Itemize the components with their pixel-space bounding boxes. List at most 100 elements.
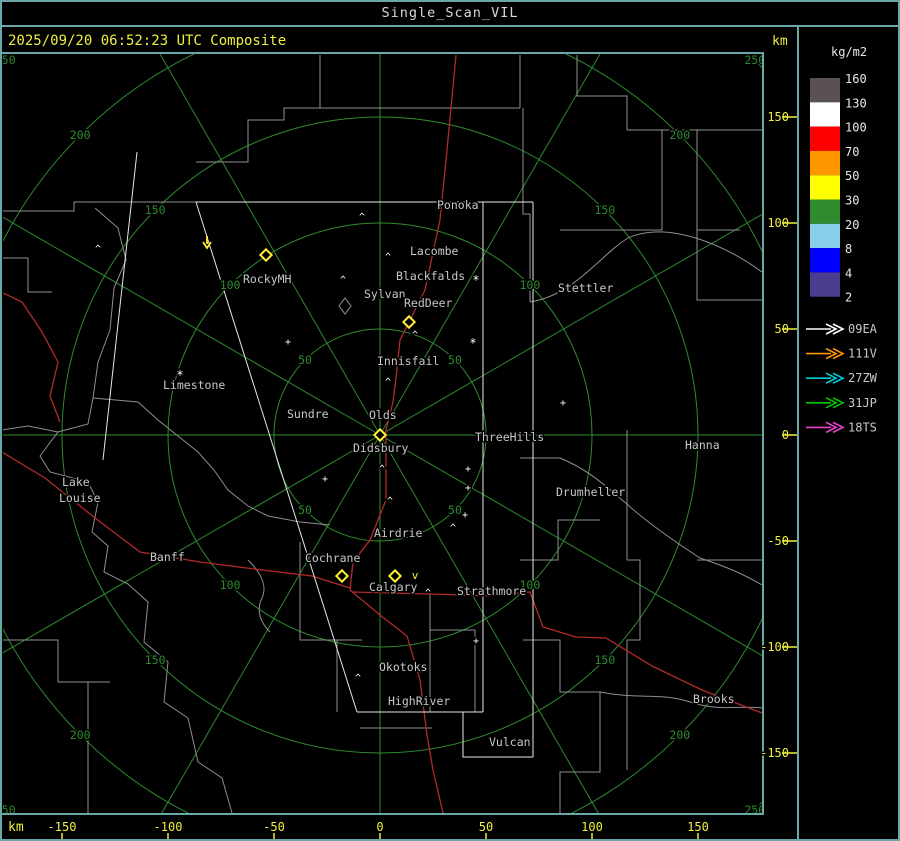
legend-color-box — [810, 150, 840, 176]
city-label: Lacombe — [410, 244, 459, 258]
scan-area-outline — [195, 201, 358, 713]
city-label: Airdrie — [374, 526, 423, 540]
county-boundary — [520, 519, 600, 561]
bottom-axis-label: 100 — [581, 820, 603, 834]
county-boundary — [92, 397, 331, 526]
town-marker-caret: ^ — [425, 588, 431, 599]
town-marker-caret: ^ — [95, 244, 101, 255]
county-boundary — [196, 107, 520, 163]
highway-line — [3, 292, 61, 423]
city-label: Strathmore — [457, 584, 526, 598]
radial-line — [3, 434, 381, 654]
radial-line — [159, 54, 381, 436]
county-boundary — [529, 231, 762, 303]
range-ring-label: 250 — [744, 53, 765, 67]
city-label: Limestone — [163, 378, 225, 392]
city-label: RedDeer — [404, 296, 453, 310]
legend-threshold-label: 130 — [845, 96, 867, 110]
town-marker-plus: + — [465, 464, 471, 475]
range-ring-label: 150 — [594, 203, 615, 217]
legend-color-box — [810, 199, 840, 224]
range-ring-label: 100 — [220, 278, 241, 292]
range-ring-label: 200 — [70, 728, 91, 742]
city-label: Hanna — [685, 438, 720, 452]
range-ring — [61, 116, 699, 754]
city-label: Sylvan — [364, 287, 406, 301]
county-boundary — [3, 201, 196, 212]
highway-line — [349, 54, 457, 591]
county-boundary — [576, 55, 628, 130]
right-axis-label: 150 — [767, 110, 789, 124]
city-label: Vulcan — [489, 735, 531, 749]
radial-line — [379, 213, 762, 436]
town-marker-caret: ^ — [340, 275, 346, 286]
range-ring-label: 200 — [669, 128, 690, 142]
track-label: 18TS — [848, 420, 877, 434]
county-boundary — [696, 230, 762, 301]
track-legend-row: 31JP — [806, 394, 878, 411]
city-label: Brooks — [693, 692, 735, 706]
town-marker-plus: + — [560, 398, 566, 409]
range-ring-label: 50 — [448, 353, 462, 367]
legend-threshold-label: 160 — [845, 72, 867, 86]
right-axis-label: -100 — [760, 640, 789, 654]
legend-color-box — [810, 102, 840, 127]
county-boundary — [599, 691, 762, 709]
town-marker-caret: ^ — [412, 330, 418, 341]
bottom-axis-label: -50 — [263, 820, 285, 834]
site-marker-diamond — [334, 568, 350, 584]
bottom-axis-label: 0 — [376, 820, 383, 834]
site-marker-diamond — [387, 568, 403, 584]
highway-line — [3, 451, 351, 589]
county-boundary — [338, 297, 352, 315]
range-ring — [273, 328, 487, 542]
range-ring-label: 150 — [594, 653, 615, 667]
range-ring-label: 200 — [70, 128, 91, 142]
range-ring-label: 200 — [669, 728, 690, 742]
city-label: Innisfail — [377, 354, 439, 368]
city-label: Calgary — [369, 580, 418, 594]
site-marker-diamond — [258, 247, 274, 263]
town-marker-caret: ^ — [385, 252, 391, 263]
site-marker-diamond — [372, 427, 388, 443]
radial-line — [379, 54, 601, 436]
right-axis-label: 100 — [767, 216, 789, 230]
range-ring-label: 50 — [298, 503, 312, 517]
track-arrow-head — [825, 421, 845, 434]
highway-line — [351, 591, 762, 714]
site-marker-diamond — [401, 314, 417, 330]
town-marker-caret: ^ — [379, 464, 385, 475]
track-label: 27ZW — [848, 371, 878, 385]
legend-threshold-label: 2 — [845, 291, 852, 305]
city-label: Blackfalds — [396, 269, 465, 283]
bottom-axis-unit-label: km — [8, 820, 24, 835]
scan-area-outline — [462, 712, 533, 758]
town-marker-caret: ^ — [387, 496, 393, 507]
range-ring-label: 50 — [298, 353, 312, 367]
range-ring-label: 50 — [448, 503, 462, 517]
range-ring-label: 100 — [520, 278, 541, 292]
legend-color-box — [810, 223, 840, 249]
storm-check-marker: v — [412, 569, 419, 582]
town-marker-caret: ^ — [359, 212, 365, 223]
county-boundary — [39, 207, 233, 813]
county-boundary — [3, 425, 59, 433]
legend-threshold-label: 50 — [845, 169, 859, 183]
radial-line — [3, 216, 381, 436]
town-marker-asterisk: * — [469, 336, 476, 350]
town-marker-plus: + — [473, 636, 479, 647]
town-marker-caret: ^ — [355, 673, 361, 684]
range-ring-label: 250 — [0, 803, 16, 817]
radial-line — [379, 434, 599, 813]
legend-color-box — [810, 175, 840, 200]
city-label: Stettler — [558, 281, 613, 295]
bottom-axis-label: 50 — [479, 820, 493, 834]
track-legend-row: 09EA — [806, 321, 879, 338]
window-titlebar: Single_Scan_VIL — [0, 2, 900, 25]
city-label: Louise — [59, 491, 101, 505]
city-label: Cochrane — [305, 551, 360, 565]
highway-line — [349, 589, 444, 813]
radial-line — [379, 434, 762, 657]
city-label: RockyMH — [243, 272, 292, 286]
